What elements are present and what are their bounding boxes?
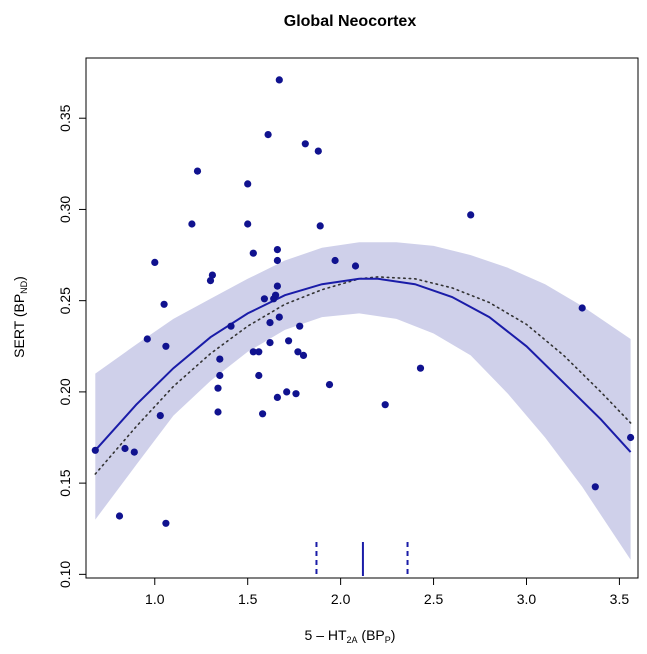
data-point: [294, 348, 302, 356]
data-point: [301, 140, 309, 148]
data-point: [255, 371, 263, 380]
data-point: [121, 444, 129, 453]
data-point: [115, 512, 124, 520]
x-tick-label: 1.0: [145, 591, 165, 607]
data-point: [296, 322, 304, 330]
data-point: [160, 300, 168, 308]
data-point: [266, 319, 274, 327]
data-point: [314, 147, 322, 155]
data-point: [91, 446, 99, 454]
fit-line: [94, 277, 632, 453]
data-point: [285, 337, 293, 345]
data-point: [255, 348, 263, 356]
data-point: [244, 180, 252, 188]
x-axis-label-paren-sub: P: [385, 635, 391, 645]
data-point: [331, 256, 339, 265]
y-tick-label: 0.15: [57, 469, 73, 496]
y-axis: 0.10 0.15 0.20 0.25 0.30 0.35: [57, 104, 87, 588]
y-tick-label: 0.10: [57, 561, 73, 588]
data-point: [316, 222, 324, 230]
data-point: [272, 291, 280, 299]
data-point: [273, 256, 281, 265]
data-point: [264, 131, 272, 139]
data-point: [260, 295, 268, 303]
x-axis-label-sub: 2A: [347, 635, 358, 645]
x-tick-label: 2.5: [424, 591, 444, 607]
data-point: [244, 220, 252, 228]
data-point: [627, 433, 635, 442]
chart-title: Global Neocortex: [284, 13, 417, 30]
data-point: [292, 390, 300, 398]
data-point: [266, 339, 274, 347]
y-tick-label: 0.35: [57, 104, 73, 131]
x-axis-label-paren-close: ): [391, 627, 396, 643]
data-point: [193, 167, 202, 175]
x-tick-label: 2.0: [331, 591, 351, 607]
data-point: [416, 364, 425, 372]
data-point: [275, 76, 283, 84]
x-axis-label-paren-open: (BP: [358, 627, 385, 643]
data-point: [273, 393, 281, 401]
data-point: [156, 412, 164, 420]
data-point: [351, 262, 360, 270]
data-point: [214, 384, 222, 392]
data-point: [283, 388, 291, 396]
x-axis-label-main: 5 – HT: [305, 627, 347, 643]
plot-area: [91, 76, 635, 576]
data-point: [162, 342, 170, 350]
data-point: [381, 401, 389, 409]
x-axis-label: 5 – HT2A (BPP): [305, 627, 396, 645]
data-point: [578, 304, 586, 312]
y-axis-label-main: SERT (BP: [11, 294, 27, 358]
data-point: [162, 519, 170, 527]
data-point: [143, 335, 151, 343]
data-point: [275, 313, 283, 321]
data-point: [249, 249, 257, 257]
y-tick-label: 0.20: [57, 378, 73, 405]
data-point: [259, 410, 267, 418]
y-axis-label: SERT (BPND): [11, 276, 29, 358]
data-point: [249, 348, 257, 356]
data-point: [325, 381, 334, 389]
y-tick-label: 0.30: [57, 196, 73, 223]
data-point: [208, 271, 216, 279]
confidence-band: [95, 242, 631, 560]
data-point: [216, 371, 224, 380]
data-point: [273, 282, 281, 290]
data-point: [214, 408, 222, 416]
data-point: [151, 258, 159, 266]
y-tick-label: 0.25: [57, 287, 73, 314]
x-axis: 1.0 1.5 2.0 2.5 3.0 3.5: [145, 577, 630, 607]
y-axis-label-sub: ND: [19, 280, 29, 293]
data-point: [591, 483, 599, 491]
x-tick-label: 3.5: [610, 591, 630, 607]
x-tick-label: 3.0: [517, 591, 537, 607]
data-point: [206, 277, 215, 285]
data-point: [467, 211, 475, 219]
data-point: [273, 246, 281, 254]
data-point: [227, 322, 235, 330]
y-axis-label-close: ): [11, 276, 27, 281]
data-point: [216, 355, 224, 363]
data-point: [188, 220, 196, 228]
data-point: [299, 351, 308, 359]
data-point: [130, 448, 138, 456]
x-tick-label: 1.5: [238, 591, 258, 607]
